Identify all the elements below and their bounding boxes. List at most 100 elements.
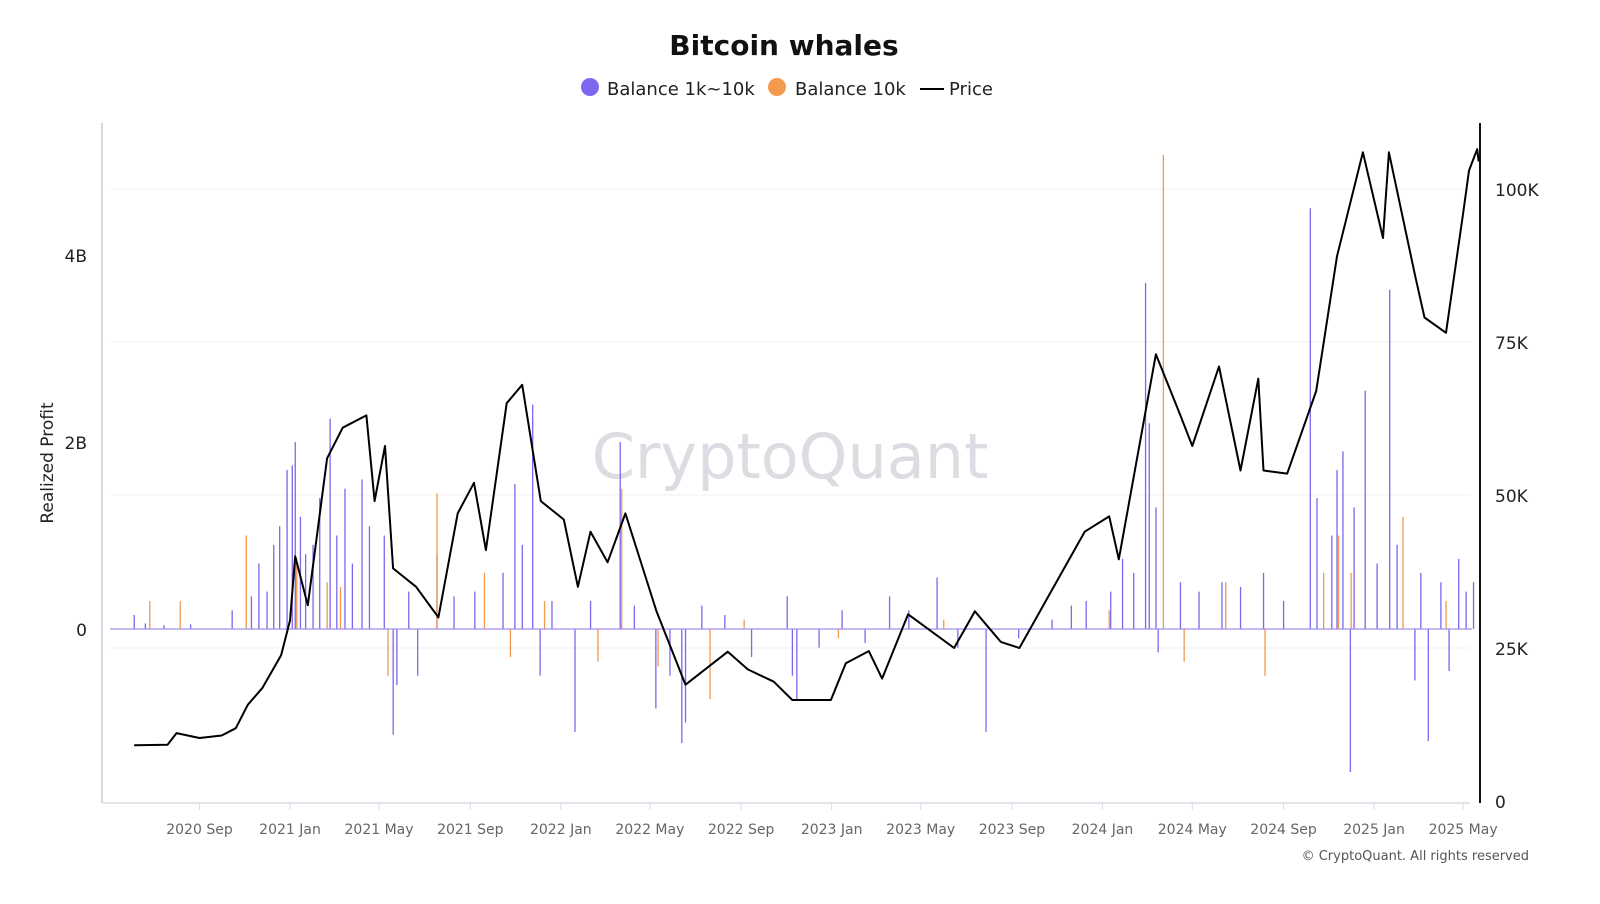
legend-label-balance-10k: Balance 10k [795,79,906,100]
bar-balance-10k [326,582,328,629]
bar-balance-1k-10k [1342,451,1344,629]
bar-balance-1k-10k [888,596,891,629]
left-tick-label: 4B [65,247,87,267]
legend-item-balance-10k[interactable]: Balance 10k [768,78,906,100]
left-axis-ticks: 0 2B 4B [65,247,87,641]
bar-balance-1k-10k [864,629,866,644]
bar-balance-1k-10k [319,498,321,629]
bar-balance-1k-10k [474,591,476,629]
bar-balance-1k-10k [1376,563,1378,629]
bar-balance-1k-10k [1316,498,1318,629]
bar-balance-1k-10k [291,465,293,629]
bar-balance-1k-10k [250,596,253,629]
bar-balance-10k [179,600,181,629]
bar-balance-1k-10k [361,479,363,629]
bar-balance-10k [149,600,151,629]
left-tick-label: 0 [76,621,87,641]
chart-title: Bitcoin whales [669,29,898,62]
bar-balance-10k [1445,600,1447,629]
bar-balance-1k-10k [796,629,798,701]
bar-balance-1k-10k [286,470,288,629]
left-tick-label: 2B [65,434,87,454]
bar-balance-1k-10k [396,629,398,686]
bar-balance-1k-10k [144,623,147,629]
legend-item-price[interactable]: Price [920,79,993,100]
bar-balance-1k-10k [304,554,307,629]
bar-balance-1k-10k [750,629,753,658]
bar-balance-1k-10k [1144,283,1147,629]
legend-item-balance-1k-10k[interactable]: Balance 1k~10k [581,78,755,100]
x-tick-label: 2024 Sep [1250,822,1317,838]
bar-balance-1k-10k [266,591,268,629]
bar-balance-10k [743,619,745,629]
x-tick-label: 2024 Jan [1072,822,1134,838]
bar-balance-1k-10k [312,544,314,629]
bar-balance-1k-10k [368,526,371,629]
bar-balance-1k-10k [1427,629,1429,742]
bar-balance-1k-10k [1085,600,1087,629]
bar-balance-10k [709,629,711,700]
bar-balance-1k-10k [1389,289,1391,629]
bar-balance-1k-10k [551,600,553,629]
bar-balance-1k-10k [1448,629,1450,672]
bar-balance-1k-10k [589,600,592,629]
bar-balance-10k [1402,516,1404,629]
bar-balance-1k-10k [1262,572,1265,629]
bar-balance-10k [339,586,342,629]
bar-balance-10k [296,563,298,629]
bar-balance-1k-10k [502,572,504,629]
y-axis-title: Realized Profit [38,402,58,524]
bar-balance-1k-10k [1018,629,1020,639]
bar-balance-1k-10k [351,563,354,629]
bar-balance-1k-10k [1420,572,1422,629]
x-tick-label: 2023 Sep [979,822,1046,838]
x-tick-label: 2021 Sep [437,822,504,838]
bar-balance-10k [621,488,623,629]
x-tick-label: 2021 May [345,822,414,838]
bar-balance-1k-10k [521,544,523,629]
bar-balance-1k-10k [231,610,233,629]
x-tick-label: 2023 May [886,822,955,838]
price-line-group [134,148,1480,747]
bar-balance-10k [837,629,840,639]
bar-balance-1k-10k [655,629,657,709]
x-tick-label: 2021 Jan [259,822,321,838]
bar-balance-1k-10k [383,535,385,629]
bar-balance-1k-10k [1309,208,1311,629]
bar-balance-1k-10k [1336,470,1338,629]
legend-label-balance-1k-10k: Balance 1k~10k [607,79,755,100]
bar-balance-10k [1162,154,1165,629]
right-tick-label: 75K [1495,334,1529,354]
bar-balance-1k-10k [1472,582,1475,629]
bar-balance-1k-10k [189,624,192,629]
bar-balance-1k-10k [329,418,331,629]
bar-balance-10k [1108,610,1110,629]
bar-balance-1k-10k [1070,605,1073,629]
bar-balance-1k-10k [392,629,394,735]
bar-balance-1k-10k [1364,390,1366,629]
bar-balance-1k-10k [1110,591,1112,629]
bar-balance-10k [387,629,389,676]
bar-balance-10k [657,629,659,667]
bar-balance-1k-10k [1221,582,1223,629]
copyright: © CryptoQuant. All rights reserved [1302,849,1529,864]
bar-balance-1k-10k [539,629,541,676]
right-tick-label: 100K [1495,181,1539,201]
bar-balance-1k-10k [1465,591,1467,629]
x-tick-label: 2024 May [1158,822,1227,838]
bar-balance-1k-10k [786,596,788,629]
bar-balance-1k-10k [724,614,726,629]
bar-balance-10k [943,619,945,629]
bar-balance-1k-10k [681,629,683,744]
bar-balance-1k-10k [408,591,410,629]
bar-balance-1k-10k [1155,507,1157,629]
bar-balance-1k-10k [344,488,346,629]
bar-balance-10k [509,629,512,658]
bar-balance-1k-10k [1349,629,1352,773]
bar-balance-10k [436,493,438,629]
bar-balance-1k-10k [633,605,635,629]
bar-balance-1k-10k [133,614,135,629]
legend-label-price: Price [949,79,993,100]
bar-balance-1k-10k [1121,558,1124,629]
legend-marker-balance-1k-10k [581,78,599,96]
